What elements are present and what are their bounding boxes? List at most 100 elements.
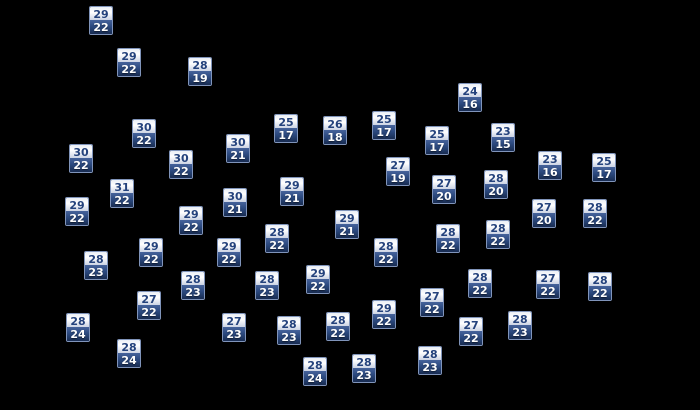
high-temp: 27 [533, 200, 555, 214]
high-temp: 27 [223, 314, 245, 328]
high-temp: 29 [281, 178, 303, 192]
high-temp: 28 [353, 355, 375, 369]
temperature-badge[interactable]: 28 22 [486, 220, 510, 249]
temperature-badge[interactable]: 28 19 [188, 57, 212, 86]
high-temp: 25 [275, 115, 297, 129]
temperature-badge[interactable]: 30 21 [226, 134, 250, 163]
temperature-badge[interactable]: 27 20 [432, 175, 456, 204]
high-temp: 28 [67, 314, 89, 328]
low-temp: 22 [327, 326, 349, 340]
temperature-badge[interactable]: 25 17 [592, 153, 616, 182]
temperature-badge[interactable]: 28 20 [484, 170, 508, 199]
temperature-badge[interactable]: 30 22 [169, 150, 193, 179]
low-temp: 20 [533, 213, 555, 227]
temperature-badge[interactable]: 29 21 [335, 210, 359, 239]
low-temp: 22 [140, 252, 162, 266]
temperature-badge[interactable]: 29 22 [89, 6, 113, 35]
high-temp: 28 [437, 225, 459, 239]
low-temp: 22 [180, 220, 202, 234]
low-temp: 22 [66, 211, 88, 225]
high-temp: 30 [133, 120, 155, 134]
temperature-badge[interactable]: 28 23 [418, 346, 442, 375]
temperature-badge[interactable]: 29 22 [217, 238, 241, 267]
temperature-badge[interactable]: 23 15 [491, 123, 515, 152]
temperature-badge[interactable]: 28 24 [117, 339, 141, 368]
temperature-badge[interactable]: 29 22 [65, 197, 89, 226]
temperature-badge[interactable]: 29 22 [372, 300, 396, 329]
high-temp: 28 [375, 239, 397, 253]
temperature-badge[interactable]: 28 23 [352, 354, 376, 383]
high-temp: 26 [324, 117, 346, 131]
temperature-badge[interactable]: 28 23 [255, 271, 279, 300]
low-temp: 16 [539, 165, 561, 179]
high-temp: 24 [459, 84, 481, 98]
low-temp: 21 [224, 202, 246, 216]
temperature-badge[interactable]: 29 22 [139, 238, 163, 267]
temperature-badge[interactable]: 26 18 [323, 116, 347, 145]
high-temp: 27 [460, 318, 482, 332]
temperature-badge[interactable]: 29 22 [117, 48, 141, 77]
high-temp: 27 [421, 289, 443, 303]
low-temp: 24 [304, 371, 326, 385]
temperature-badge[interactable]: 27 22 [536, 270, 560, 299]
temperature-badge[interactable]: 27 22 [459, 317, 483, 346]
temperature-badge[interactable]: 30 21 [223, 188, 247, 217]
temperature-badge[interactable]: 28 22 [588, 272, 612, 301]
temperature-badge[interactable]: 27 22 [137, 291, 161, 320]
temperature-badge[interactable]: 28 24 [66, 313, 90, 342]
low-temp: 15 [492, 137, 514, 151]
temperature-badge[interactable]: 27 22 [420, 288, 444, 317]
low-temp: 21 [281, 191, 303, 205]
low-temp: 22 [218, 252, 240, 266]
temperature-badge[interactable]: 25 17 [372, 111, 396, 140]
temperature-badge[interactable]: 28 22 [265, 224, 289, 253]
temperature-badge[interactable]: 31 22 [110, 179, 134, 208]
temperature-badge[interactable]: 29 22 [306, 265, 330, 294]
low-temp: 22 [487, 234, 509, 248]
temperature-badge[interactable]: 29 22 [179, 206, 203, 235]
temperature-badge[interactable]: 28 23 [277, 316, 301, 345]
temperature-badge[interactable]: 28 23 [181, 271, 205, 300]
temperature-badge[interactable]: 28 22 [326, 312, 350, 341]
high-temp: 28 [589, 273, 611, 287]
temperature-badge[interactable]: 28 23 [84, 251, 108, 280]
temperature-badge[interactable]: 28 23 [508, 311, 532, 340]
low-temp: 16 [459, 97, 481, 111]
temperature-badge[interactable]: 28 22 [468, 269, 492, 298]
temperature-badge[interactable]: 25 17 [425, 126, 449, 155]
temperature-badge[interactable]: 27 23 [222, 313, 246, 342]
high-temp: 28 [189, 58, 211, 72]
temperature-badge[interactable]: 25 17 [274, 114, 298, 143]
high-temp: 28 [487, 221, 509, 235]
low-temp: 19 [387, 171, 409, 185]
high-temp: 28 [485, 171, 507, 185]
high-temp: 28 [584, 200, 606, 214]
low-temp: 23 [182, 285, 204, 299]
low-temp: 22 [266, 238, 288, 252]
temperature-badge[interactable]: 23 16 [538, 151, 562, 180]
temperature-badge[interactable]: 24 16 [458, 83, 482, 112]
temperature-badge[interactable]: 27 19 [386, 157, 410, 186]
temperature-badge[interactable]: 28 22 [374, 238, 398, 267]
temperature-badge[interactable]: 29 21 [280, 177, 304, 206]
temperature-badge[interactable]: 28 22 [436, 224, 460, 253]
low-temp: 22 [118, 62, 140, 76]
low-temp: 21 [336, 224, 358, 238]
temperature-badge[interactable]: 28 22 [583, 199, 607, 228]
temperature-badge[interactable]: 28 24 [303, 357, 327, 386]
low-temp: 21 [227, 148, 249, 162]
low-temp: 23 [85, 265, 107, 279]
low-temp: 22 [375, 252, 397, 266]
high-temp: 29 [180, 207, 202, 221]
temperature-badge[interactable]: 27 20 [532, 199, 556, 228]
high-temp: 28 [266, 225, 288, 239]
temperature-badge[interactable]: 30 22 [132, 119, 156, 148]
low-temp: 17 [373, 125, 395, 139]
high-temp: 30 [224, 189, 246, 203]
high-temp: 31 [111, 180, 133, 194]
temperature-badge[interactable]: 30 22 [69, 144, 93, 173]
high-temp: 29 [118, 49, 140, 63]
high-temp: 25 [593, 154, 615, 168]
high-temp: 29 [218, 239, 240, 253]
